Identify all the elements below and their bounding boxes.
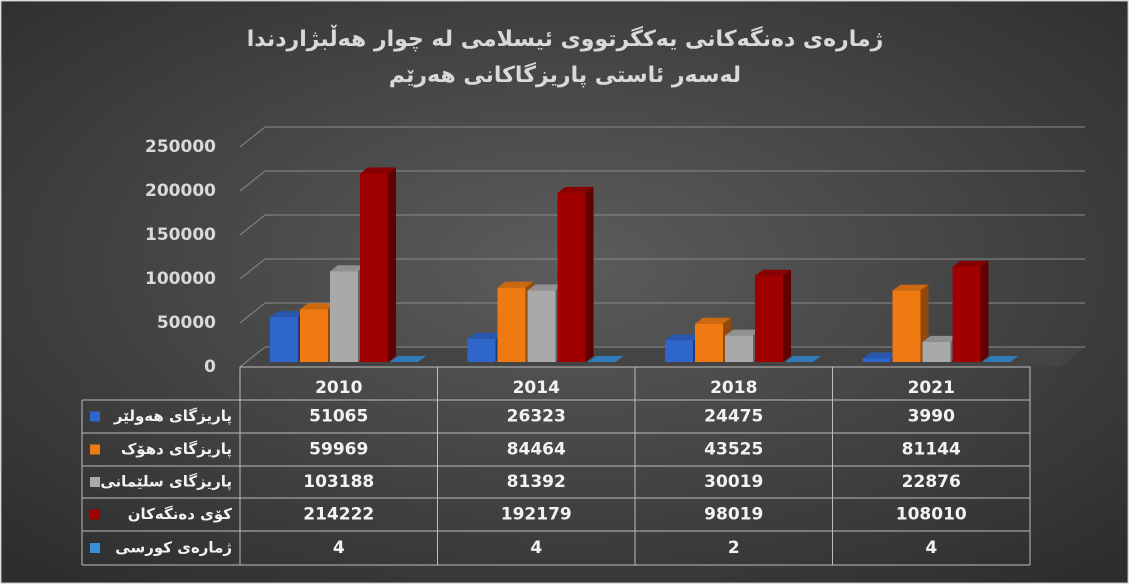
bar-side [813,355,821,362]
y-tick-label: 50000 [157,313,216,333]
bar [467,338,496,362]
legend-key [90,477,100,487]
table-cell: 84464 [507,440,566,460]
bar [892,290,921,362]
bar-top [725,329,761,336]
bar-top [557,186,594,193]
grid-line [239,346,266,368]
table-cell: 108010 [896,505,967,525]
legend-label: ژمارەی کورسی [115,539,232,557]
bar-top [755,269,791,276]
grid-line [239,126,266,148]
legend-label: کۆی دەنگەکان [128,505,233,523]
y-tick-label: 0 [204,357,216,377]
y-tick-label: 250000 [145,137,216,157]
bar-side [615,355,624,362]
bar-top [467,332,504,339]
y-tick-label: 150000 [145,225,216,245]
table-cell: 4 [925,538,937,558]
bar [330,271,358,362]
bar-top [527,284,564,291]
bar [497,287,526,362]
bar-top [360,167,396,174]
bar-top [785,355,821,362]
bar-side [418,355,426,362]
table-cell: 4 [333,538,345,558]
table-cell: 22876 [902,472,961,492]
bar-top [695,317,731,324]
chart-title: ژمارەی دەنگەکانی یەکگرتووی ئیسلامی لە چو… [247,24,884,52]
legend-key [90,509,100,520]
bar-side [783,269,791,362]
table-cell: 43525 [704,440,763,460]
bar-top [390,355,426,362]
bar-top [665,334,701,341]
bar-side [980,260,989,362]
table-cell: 24475 [704,407,763,427]
table-cell: 81144 [902,440,961,460]
bar [725,335,753,362]
table-cell: 4 [530,538,542,558]
legend-key [90,411,100,422]
bar [360,173,388,362]
bar-top [270,311,306,318]
legend-label: پاریزگای سلێمانی [100,473,232,492]
table-cell: 214222 [303,505,374,525]
table-cell: 81392 [507,472,566,492]
bar-top [587,355,624,362]
x-tick-label: 2014 [513,378,560,398]
chart-title: لەسەر ئاستی پاریزگاکانی هەرێم [389,61,741,88]
bar [952,266,981,362]
bar [527,290,556,362]
table-cell: 3990 [908,407,955,427]
table-cell: 103188 [303,472,374,492]
x-tick-label: 2021 [908,378,955,398]
table-cell: 59969 [309,440,368,460]
bar-top [330,265,366,272]
bar-side [388,167,396,362]
y-tick-label: 200000 [145,181,216,201]
grid-line [239,302,266,324]
bar-top [300,303,336,310]
grid-line [239,170,266,192]
table-cell: 98019 [704,505,763,525]
legend-label: پاریزگای دهۆک [121,440,232,459]
bar-top [922,335,959,342]
legend-key [90,543,100,553]
bar [270,317,298,362]
table-cell: 51065 [309,407,368,427]
bar-top [862,352,899,359]
bar [922,341,951,362]
y-tick-label: 100000 [145,269,216,289]
bar [862,358,891,362]
table-cell: 30019 [704,472,763,492]
bar-top [497,281,534,288]
bar-top [892,284,929,291]
table-cell: 26323 [507,407,566,427]
bar-side [1010,355,1019,362]
legend-key [90,444,100,455]
table-cell: 192179 [501,505,572,525]
bar [300,309,328,362]
grid-line [239,214,266,236]
legend-label: پاریزگای هەولێر [113,407,232,426]
table-cell: 2 [728,538,740,558]
bar-top [982,355,1019,362]
x-tick-label: 2018 [710,378,757,398]
bar [695,323,723,362]
bar [755,275,783,362]
bar [665,340,693,362]
bar [557,192,586,362]
bar-top [952,260,989,267]
bar-side [585,186,594,362]
x-tick-label: 2010 [315,378,362,398]
grid-line [239,258,266,280]
